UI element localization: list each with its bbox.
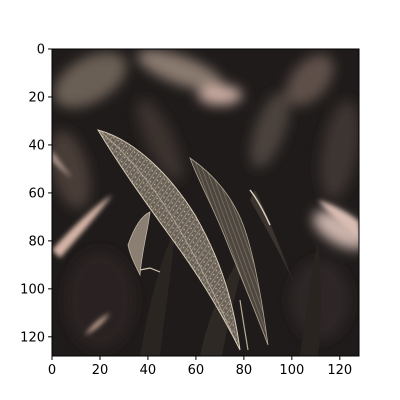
y-tick-label: 100 [20,282,45,297]
x-tick-label: 80 [236,363,253,378]
background-blur-blades [52,49,359,350]
axes-frame [51,48,360,357]
x-axis: 0 20 40 60 80 100 120 [48,356,352,378]
y-tick-label: 120 [20,330,45,345]
second-leaf [189,156,269,346]
y-tick-label: 20 [28,90,45,105]
left-leaf [127,211,151,277]
x-tick-label: 100 [279,363,304,378]
x-tick-label: 20 [92,363,109,378]
y-tick-label: 60 [28,186,45,201]
x-tick-label: 40 [140,363,157,378]
main-leaf [96,129,241,351]
pink-blades [52,150,359,335]
leaf-highlights [139,189,271,351]
y-axis: 0 20 40 60 80 100 120 [20,43,52,345]
x-tick-label: 120 [327,363,352,378]
photo-image [52,49,359,356]
x-tick-label: 0 [48,363,56,378]
y-tick-label: 40 [28,138,45,153]
y-tick-label: 0 [37,43,45,58]
x-tick-label: 60 [188,363,205,378]
y-tick-label: 80 [28,234,45,249]
